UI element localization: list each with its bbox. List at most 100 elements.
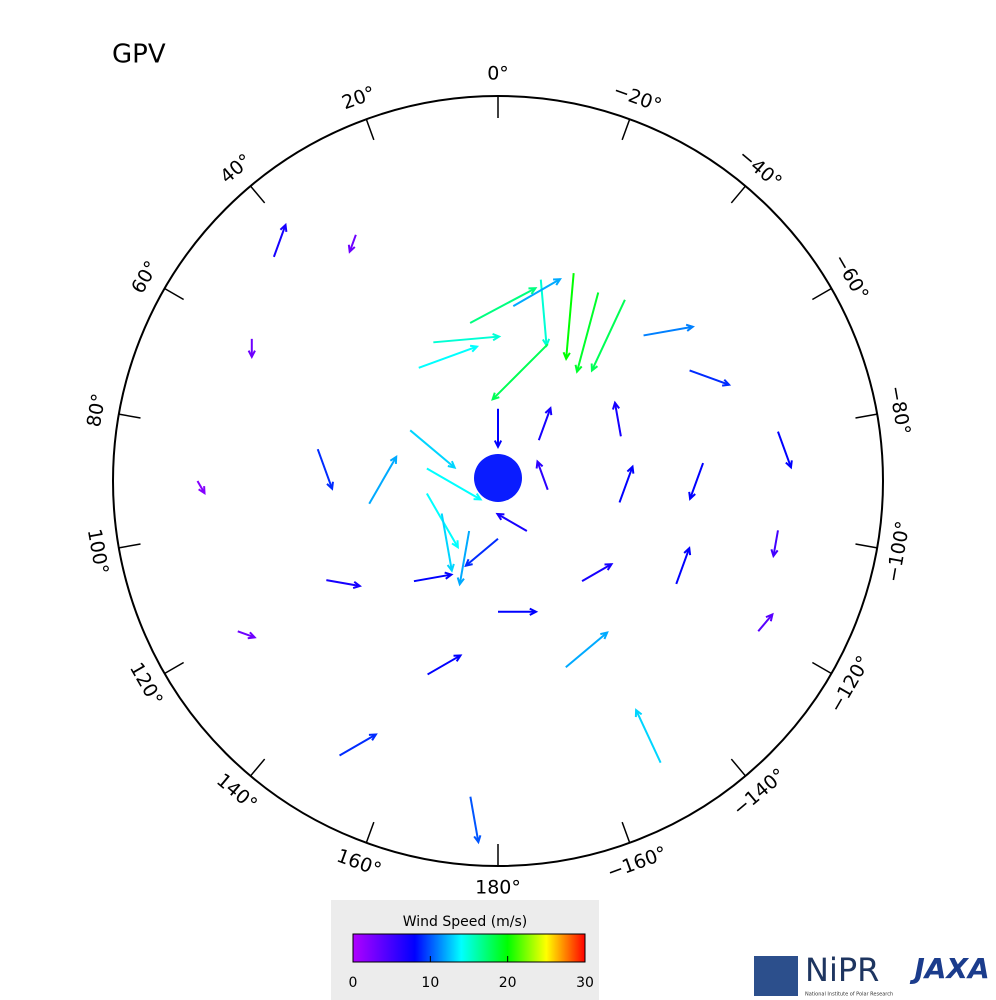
wind-vector bbox=[493, 408, 503, 449]
wind-head bbox=[770, 548, 779, 559]
wind-shaft bbox=[458, 530, 471, 585]
wind-vector bbox=[413, 571, 454, 583]
wind-head bbox=[611, 400, 620, 410]
colorbar-title: Wind Speed (m/s) bbox=[403, 914, 528, 930]
colorbar-tick-label: 30 bbox=[576, 975, 594, 991]
wind-vector bbox=[464, 537, 499, 568]
wind-head bbox=[495, 512, 505, 521]
wind-head bbox=[473, 835, 482, 845]
wind-shaft bbox=[469, 796, 480, 843]
wind-head bbox=[247, 350, 256, 360]
wind-head bbox=[529, 607, 539, 616]
lon-tick bbox=[621, 118, 631, 141]
title: GPV bbox=[112, 40, 166, 70]
wind-head bbox=[347, 244, 356, 254]
wind-shaft bbox=[326, 579, 360, 587]
wind-vector bbox=[574, 292, 600, 374]
wind-head bbox=[247, 631, 257, 640]
wind-shaft bbox=[339, 733, 377, 757]
wind-vector bbox=[409, 429, 457, 470]
wind-shaft bbox=[368, 456, 398, 505]
lon-tick bbox=[811, 661, 832, 675]
wind-shaft bbox=[427, 654, 462, 676]
wind-vector bbox=[618, 464, 635, 503]
wind-shaft bbox=[469, 287, 536, 324]
wind-vector bbox=[565, 631, 609, 669]
wind-shaft bbox=[413, 573, 452, 583]
wind-shaft bbox=[465, 537, 499, 567]
wind-head bbox=[604, 563, 614, 571]
wind-vector bbox=[590, 299, 626, 373]
wind-vector bbox=[347, 234, 357, 254]
wind-vector bbox=[316, 448, 334, 491]
lon-tick bbox=[164, 661, 185, 675]
wind-vector bbox=[456, 530, 471, 587]
wind-head bbox=[352, 581, 362, 590]
wind-shaft bbox=[433, 335, 500, 344]
wind-head bbox=[553, 278, 562, 286]
wind-shaft bbox=[675, 547, 691, 585]
lon-label: 20° bbox=[339, 82, 378, 114]
wind-head bbox=[685, 323, 695, 332]
wind-shaft bbox=[757, 613, 774, 632]
wind-head bbox=[464, 558, 473, 568]
wind-shaft bbox=[348, 234, 357, 253]
lon-tick bbox=[249, 185, 266, 204]
wind-head bbox=[683, 546, 692, 556]
wind-shaft bbox=[272, 224, 287, 258]
wind-shaft bbox=[536, 461, 549, 491]
wind-head bbox=[600, 631, 609, 640]
wind-vector bbox=[770, 530, 779, 559]
wind-vector bbox=[757, 612, 774, 632]
lon-tick bbox=[855, 413, 878, 419]
wind-head bbox=[590, 363, 599, 373]
wind-vector bbox=[495, 512, 528, 532]
nipr-full: National Institute of Polar Research bbox=[805, 992, 893, 998]
nipr-logo: NiPR National Institute of Polar Researc… bbox=[754, 951, 893, 998]
lon-label: 140° bbox=[212, 769, 261, 815]
lon-label: 160° bbox=[334, 845, 385, 881]
wind-vector bbox=[427, 654, 463, 676]
lon-tick bbox=[365, 821, 375, 844]
wind-head bbox=[634, 708, 643, 718]
wind-vector bbox=[469, 796, 482, 845]
wind-vector bbox=[537, 406, 553, 441]
wind-shaft bbox=[491, 343, 549, 401]
lon-label: 80° bbox=[83, 392, 111, 429]
wind-head bbox=[368, 733, 378, 741]
wind-shaft bbox=[237, 630, 256, 639]
wind-vector bbox=[196, 480, 206, 496]
wind-shaft bbox=[772, 530, 779, 557]
wind-vector bbox=[426, 467, 483, 501]
lon-label: 100° bbox=[83, 527, 113, 576]
wind-vector bbox=[535, 459, 549, 491]
wind-head bbox=[721, 378, 732, 387]
lon-tick bbox=[811, 287, 832, 301]
wind-head bbox=[447, 460, 457, 470]
wind-shaft bbox=[591, 299, 626, 371]
lon-tick bbox=[164, 287, 185, 301]
wind-vector bbox=[272, 222, 288, 258]
wind-vector bbox=[440, 513, 455, 573]
wind-shaft bbox=[777, 431, 792, 468]
wind-vector bbox=[643, 323, 695, 337]
colorbar-tick-label: 0 bbox=[349, 975, 358, 991]
wind-head bbox=[453, 654, 463, 662]
lon-label: −100° bbox=[882, 519, 914, 584]
wind-shaft bbox=[418, 345, 478, 369]
wind-vector bbox=[777, 431, 793, 470]
wind-vector bbox=[688, 462, 705, 501]
lon-tick bbox=[621, 821, 631, 844]
lon-label: −40° bbox=[734, 144, 786, 193]
wind-shaft bbox=[643, 325, 693, 337]
wind-vector bbox=[368, 455, 398, 505]
wind-head bbox=[491, 392, 500, 401]
wind-shaft bbox=[409, 429, 456, 469]
wind-shaft bbox=[440, 513, 453, 571]
lon-label: −140° bbox=[729, 764, 790, 821]
colorbar bbox=[352, 933, 586, 963]
wind-shaft bbox=[689, 369, 730, 386]
colorbar-tick-label: 10 bbox=[421, 975, 439, 991]
wind-vector bbox=[581, 563, 614, 583]
wind-head bbox=[469, 344, 480, 353]
